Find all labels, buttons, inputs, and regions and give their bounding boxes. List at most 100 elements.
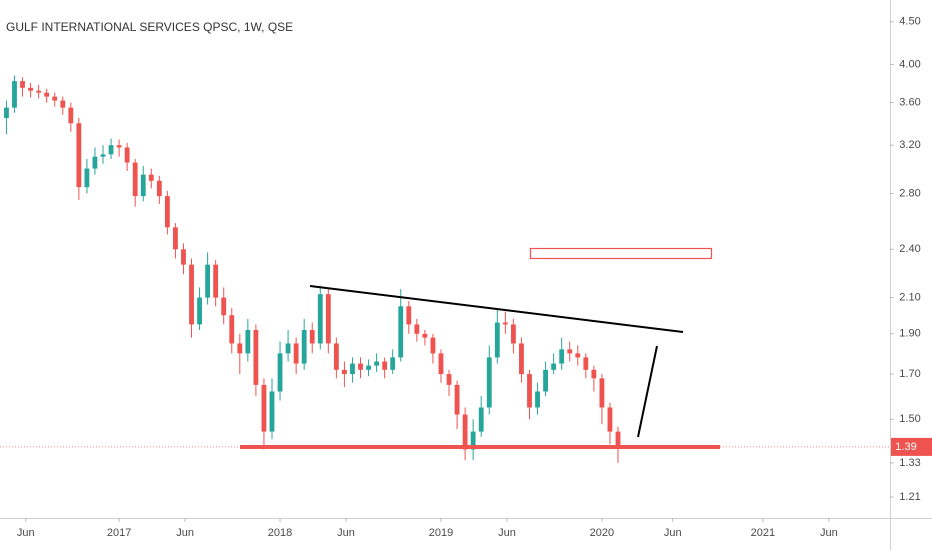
x-tick-label: Jun	[337, 527, 355, 539]
last-price-badge	[891, 437, 932, 456]
y-tick-label: 2.10	[899, 292, 920, 304]
candle-body	[253, 330, 259, 385]
candle-body	[454, 384, 460, 415]
candle-body	[116, 145, 122, 148]
candle-body	[28, 87, 33, 91]
candle-body	[132, 162, 138, 197]
candle-body	[519, 343, 524, 375]
candle-body	[478, 407, 484, 432]
candle-body	[229, 315, 235, 344]
candle-body	[615, 431, 621, 447]
candle-body	[205, 264, 211, 298]
candle-body	[486, 357, 492, 408]
candle-body	[502, 322, 508, 325]
candle-body	[527, 374, 532, 408]
candle-body	[285, 343, 291, 354]
plot-area	[4, 75, 621, 463]
candle-body	[124, 147, 130, 163]
candle-body	[551, 363, 557, 370]
x-tick-label: 2017	[107, 527, 131, 539]
candle-body	[277, 353, 283, 392]
candle-body	[350, 363, 355, 375]
candle-body	[567, 349, 573, 354]
candle-body	[430, 337, 436, 354]
candle-body	[108, 145, 114, 155]
candle-body	[607, 407, 613, 432]
candle-body	[12, 81, 17, 108]
candle-body	[221, 297, 227, 316]
resistance-trendline	[309, 285, 684, 333]
candle-body	[366, 365, 371, 370]
candle-body	[76, 123, 82, 188]
candle-body	[293, 343, 299, 364]
last-price-label: 1.39	[895, 441, 916, 453]
x-tick-label: 2020	[590, 527, 614, 539]
candle-body	[543, 369, 549, 392]
x-tick-label: 2021	[751, 527, 775, 539]
candle-body	[237, 343, 243, 354]
candle-body	[100, 154, 106, 157]
x-tick-label: 2018	[268, 527, 292, 539]
candle-body	[358, 363, 363, 370]
candle-body	[68, 107, 74, 124]
candle-body	[156, 180, 162, 197]
candle-body	[494, 322, 500, 358]
candle-body	[140, 174, 146, 197]
candle-body	[398, 306, 404, 358]
candle-body	[269, 391, 275, 432]
x-tick-label: Jun	[498, 527, 516, 539]
candle-body	[148, 174, 154, 181]
candle-body	[341, 369, 347, 375]
y-tick-label: 2.80	[899, 187, 920, 199]
y-tick-label: 1.70	[899, 368, 920, 380]
candle-body	[559, 349, 565, 364]
candle-body	[261, 384, 267, 432]
x-tick-label: Jun	[664, 527, 682, 539]
candle-body	[4, 107, 9, 118]
candle-body	[591, 369, 597, 379]
candle-body	[414, 324, 420, 334]
candle-body	[325, 294, 331, 344]
x-tick-label: Jun	[176, 527, 194, 539]
y-tick-label: 2.40	[899, 243, 920, 255]
candle-body	[599, 378, 605, 408]
target-box	[529, 247, 713, 260]
candle-body	[462, 414, 468, 450]
candle-body	[20, 81, 25, 88]
candle-body	[333, 343, 339, 370]
candle-body	[382, 361, 388, 370]
candle-body	[92, 156, 98, 169]
y-tick-label: 1.21	[899, 491, 920, 503]
candle-body	[181, 249, 186, 265]
candle-body	[446, 374, 452, 385]
candle-body	[575, 353, 581, 358]
y-tick-label: 4.50	[899, 16, 920, 28]
x-tick-label: 2019	[429, 527, 453, 539]
candle-body	[422, 333, 428, 338]
candle-body	[197, 297, 202, 325]
candle-body	[36, 90, 42, 93]
candle-body	[317, 294, 323, 344]
candle-body	[189, 264, 194, 325]
x-tick-label: Jun	[820, 527, 838, 539]
y-tick-label: 3.20	[899, 139, 920, 151]
candle-body	[470, 431, 476, 450]
candle-body	[164, 196, 170, 228]
y-tick-label: 3.60	[899, 96, 920, 108]
candle-body	[44, 92, 50, 97]
candle-body	[390, 357, 396, 370]
candle-body	[406, 306, 412, 325]
candle-body	[84, 168, 90, 188]
candle-body	[301, 330, 307, 364]
candle-body	[583, 357, 589, 370]
candle-body	[213, 264, 219, 298]
projection-line	[637, 345, 658, 438]
y-tick-label: 4.00	[899, 58, 920, 70]
y-tick-label: 1.90	[899, 328, 920, 340]
candle-body	[309, 330, 315, 344]
x-tick-label: Jun	[17, 527, 35, 539]
candle-body	[52, 96, 58, 101]
